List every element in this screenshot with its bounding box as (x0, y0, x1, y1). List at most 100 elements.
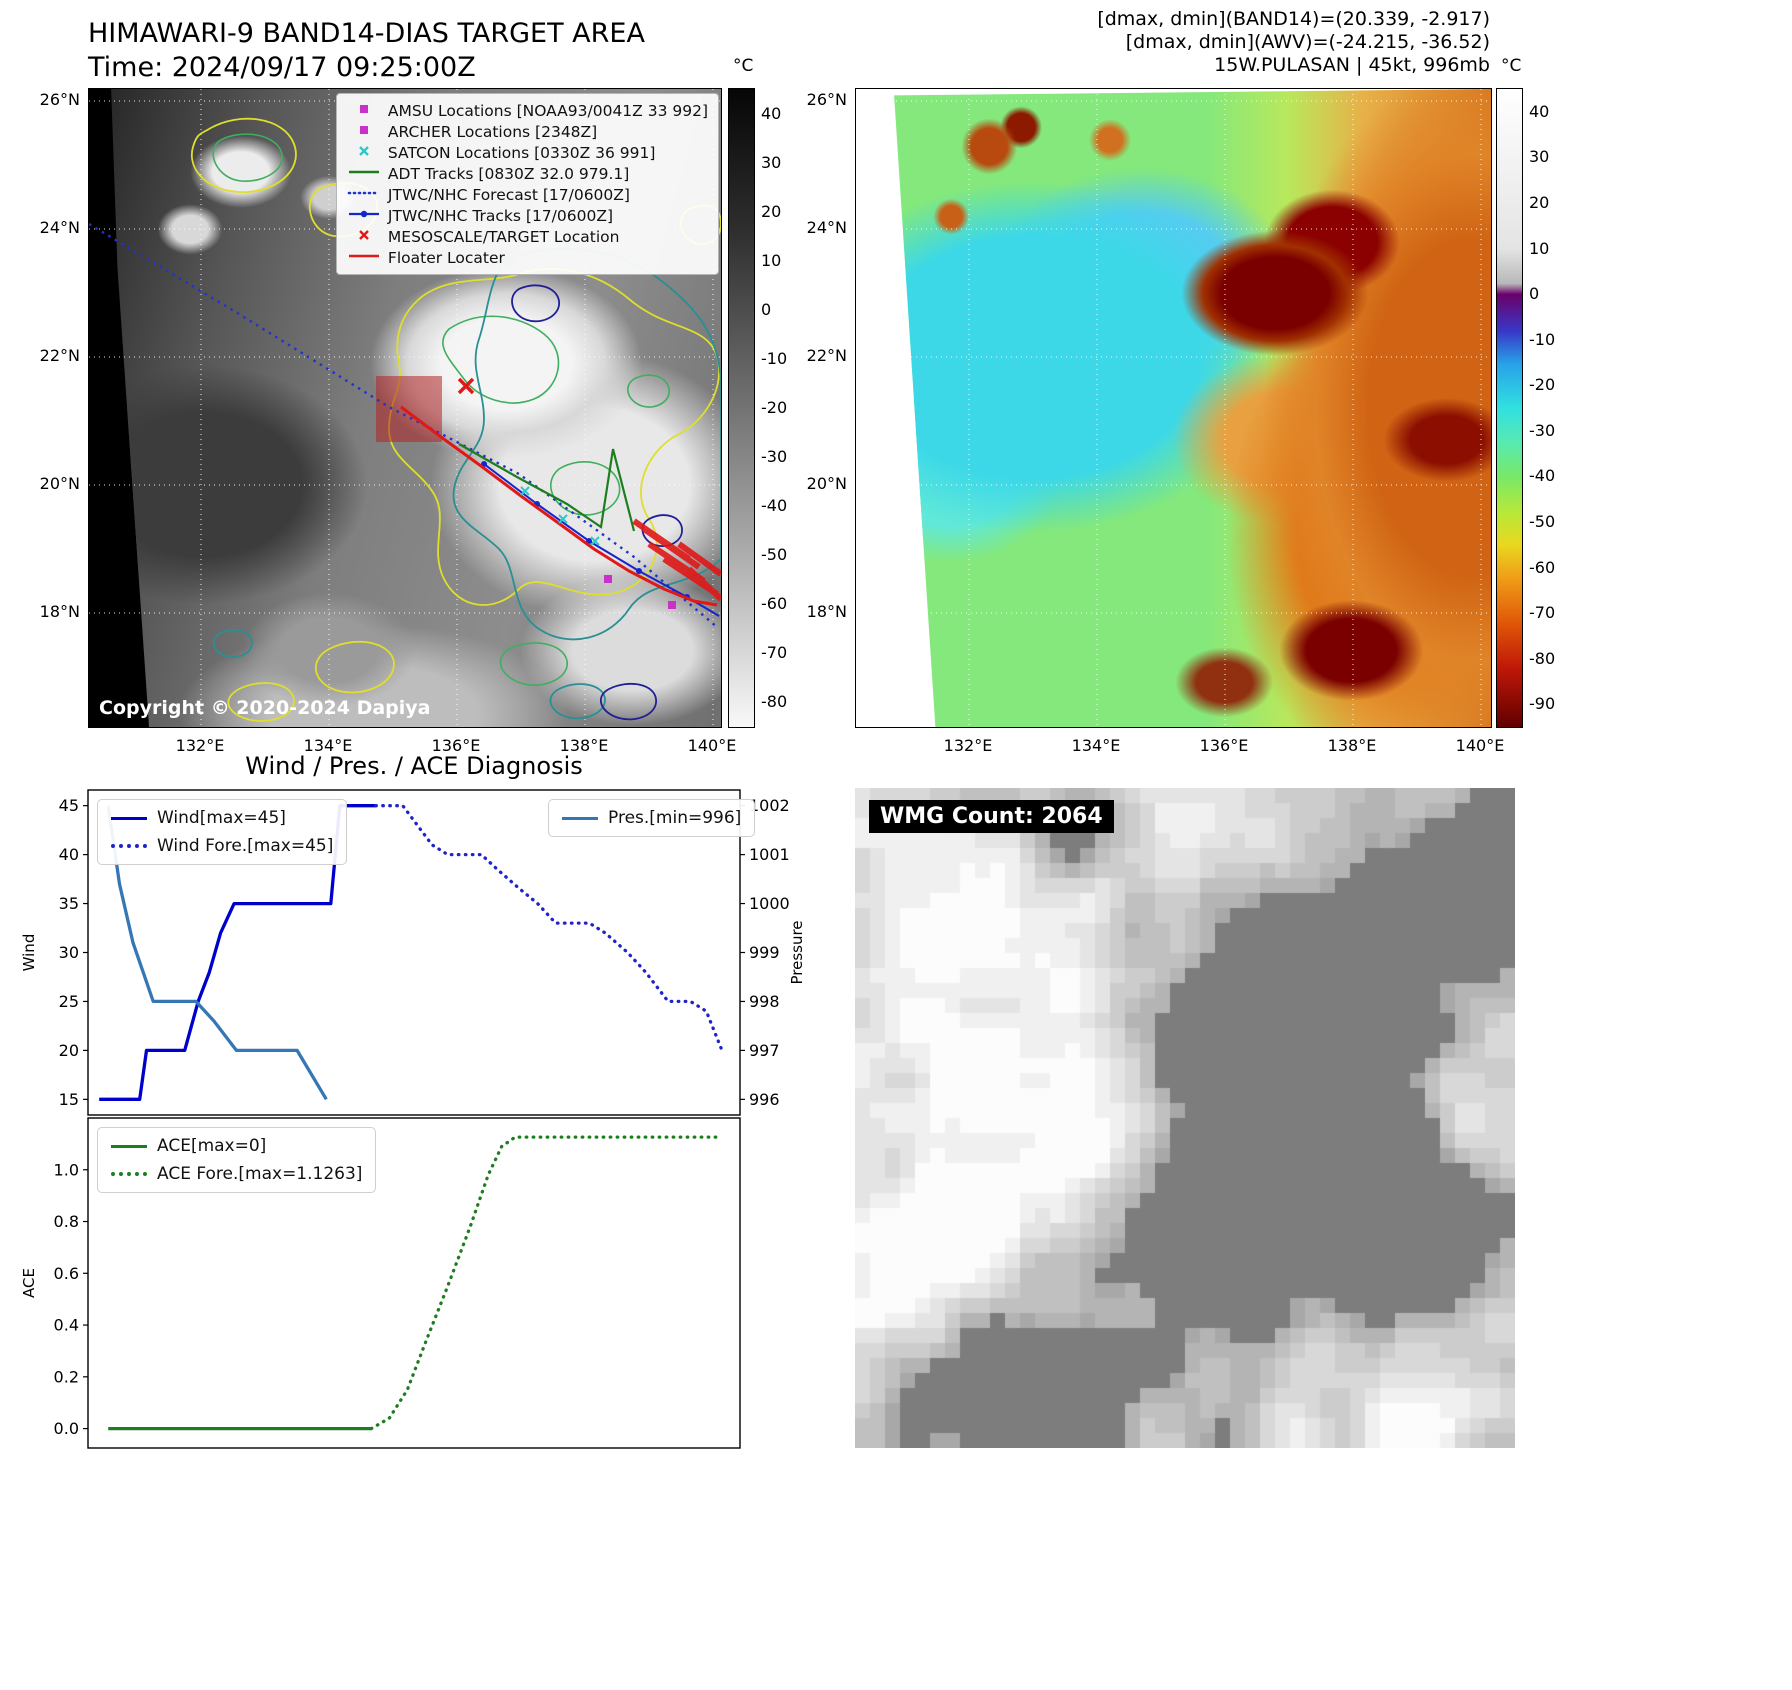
svg-text:0.8: 0.8 (54, 1212, 79, 1231)
dotted-line-legend-marker (111, 844, 147, 848)
svg-text:35: 35 (59, 894, 79, 913)
svg-text:45: 45 (59, 796, 79, 815)
latlon-grid (856, 89, 1491, 727)
dotted-legend-marker (347, 185, 381, 204)
colorbar-tick-label: -70 (761, 643, 788, 663)
line-dot-legend-marker (347, 206, 381, 225)
solid-line-legend-marker (111, 1144, 147, 1148)
colorbar-tick-label: 40 (1529, 101, 1550, 121)
svg-text:Wind: Wind (20, 934, 38, 972)
svg-text:40: 40 (59, 845, 79, 864)
lat-tick-label: 26°N (806, 90, 847, 109)
line-legend-marker (347, 164, 381, 183)
lon-tick-label: 132°E (175, 736, 225, 755)
colorbar-tick-label: -50 (1529, 511, 1556, 531)
dotted-line-legend-marker (111, 1172, 147, 1176)
wmg-pixel-canvas (855, 788, 1515, 1448)
legend-item-label: JTWC/NHC Tracks [17/0600Z] (387, 206, 613, 225)
legend-item: AMSU Locations [NOAA93/0041Z 33 992] (347, 101, 708, 120)
lon-tick-label: 136°E (431, 736, 481, 755)
band14-subtitle: Time: 2024/09/17 09:25:00Z (88, 52, 476, 83)
mesoscale-x-marker (457, 377, 475, 395)
colorbar-tick-label: -80 (761, 692, 788, 712)
legend-item: JTWC/NHC Tracks [17/0600Z] (347, 206, 708, 225)
wmg-count-label: WMG Count: 2064 (869, 800, 1114, 833)
colorbar-tick-label: 30 (761, 152, 782, 172)
lon-tick-label: 136°E (1199, 736, 1249, 755)
chart-legend: Pres.[min=996] (548, 799, 756, 837)
legend-item-label: JTWC/NHC Forecast [17/0600Z] (387, 185, 630, 204)
colorbar-tick-label: -40 (1529, 466, 1556, 486)
chart-legend-label: Pres.[min=996] (608, 808, 742, 828)
band14-legend: AMSU Locations [NOAA93/0041Z 33 992] ARCH… (335, 93, 719, 275)
legend-item-label: MESOSCALE/TARGET Location (387, 227, 620, 246)
colorbar-tick-label: -30 (1529, 420, 1556, 440)
copyright-text: Copyright © 2020-2024 Dapiya (99, 697, 431, 719)
colorbar-tick-label: -70 (1529, 603, 1556, 623)
satcon-x-markers (520, 486, 600, 546)
temperature-contours-green (212, 133, 670, 686)
lon-tick-label: 134°E (303, 736, 353, 755)
colorbar-tick-label: -60 (1529, 557, 1556, 577)
legend-item-label: ARCHER Locations [2348Z] (387, 122, 598, 141)
lat-tick-label: 18°N (39, 602, 80, 621)
chart-legend-item: Wind[max=45] (111, 808, 333, 828)
legend-item: MESOSCALE/TARGET Location (347, 227, 708, 246)
svg-text:996: 996 (749, 1090, 780, 1109)
chart-legend-label: Wind Fore.[max=45] (157, 836, 334, 856)
floater-marker-cluster (632, 518, 721, 602)
svg-text:0.2: 0.2 (54, 1367, 79, 1386)
awv-header: [dmax, dmin](BAND14)=(20.339, -2.917) [d… (990, 8, 1490, 77)
colorbar-tick-label: -20 (1529, 375, 1556, 395)
lat-tick-label: 20°N (806, 474, 847, 493)
diagnosis-title: Wind / Pres. / ACE Diagnosis (245, 752, 583, 780)
colorbar-tick-label: -80 (1529, 648, 1556, 668)
lat-tick-label: 26°N (39, 90, 80, 109)
legend-item-label: Floater Locater (387, 248, 505, 267)
legend-item-label: ADT Tracks [0830Z 32.0 979.1] (387, 164, 630, 183)
chart-legend-label: ACE[max=0] (157, 1136, 267, 1156)
colorbar-tick-label: 0 (1529, 284, 1540, 304)
temperature-contours-teal (212, 247, 721, 720)
x-legend-marker (347, 143, 381, 162)
legend-item: ARCHER Locations [2348Z] (347, 122, 708, 141)
legend-item: Floater Locater (347, 248, 708, 267)
lon-tick-label: 140°E (1455, 736, 1505, 755)
legend-item: ADT Tracks [0830Z 32.0 979.1] (347, 164, 708, 183)
lon-tick-label: 140°E (687, 736, 737, 755)
awv-overlay-graphics (856, 89, 1491, 727)
lat-tick-label: 24°N (39, 218, 80, 237)
colorbar-tick-label: -60 (761, 594, 788, 614)
awv-map (855, 88, 1492, 728)
svg-text:1002: 1002 (749, 796, 790, 815)
colorbar-tick-label: -50 (761, 545, 788, 565)
awv-header-line-1: [dmax, dmin](BAND14)=(20.339, -2.917) (1097, 8, 1490, 30)
lon-tick-label: 132°E (943, 736, 993, 755)
lon-tick-label: 134°E (1071, 736, 1121, 755)
colorbar-tick-label: 40 (761, 103, 782, 123)
amsu-archer-squares (604, 575, 676, 609)
lat-tick-label: 22°N (806, 346, 847, 365)
solid-line-legend-marker (562, 816, 598, 820)
colorbar-tick-label: -30 (761, 447, 788, 467)
solid-line-legend-marker (111, 816, 147, 820)
svg-text:1.0: 1.0 (54, 1160, 79, 1179)
lon-tick-label: 138°E (1327, 736, 1377, 755)
svg-text:1001: 1001 (749, 845, 790, 864)
band14-title: HIMAWARI-9 BAND14-DIAS TARGET AREA (88, 18, 645, 49)
svg-text:15: 15 (59, 1090, 79, 1109)
colorbar-tick-label: 10 (761, 250, 782, 270)
chart-legend-item: Pres.[min=996] (562, 808, 741, 828)
legend-item-label: AMSU Locations [NOAA93/0041Z 33 992] (387, 101, 708, 120)
svg-text:0.4: 0.4 (54, 1316, 79, 1335)
chart-legend: Wind[max=45] Wind Fore.[max=45] (97, 799, 348, 865)
chart-legend: ACE[max=0] ACE Fore.[max=1.1263] (97, 1127, 377, 1193)
line-legend-marker (347, 248, 381, 267)
svg-text:0.6: 0.6 (54, 1264, 79, 1283)
wmg-image: WMG Count: 2064 (855, 788, 1515, 1448)
colorbar-tick-label: -90 (1529, 694, 1556, 714)
lat-tick-label: 22°N (39, 346, 80, 365)
awv-colorbar-unit: °C (1501, 56, 1522, 76)
svg-text:997: 997 (749, 1041, 780, 1060)
